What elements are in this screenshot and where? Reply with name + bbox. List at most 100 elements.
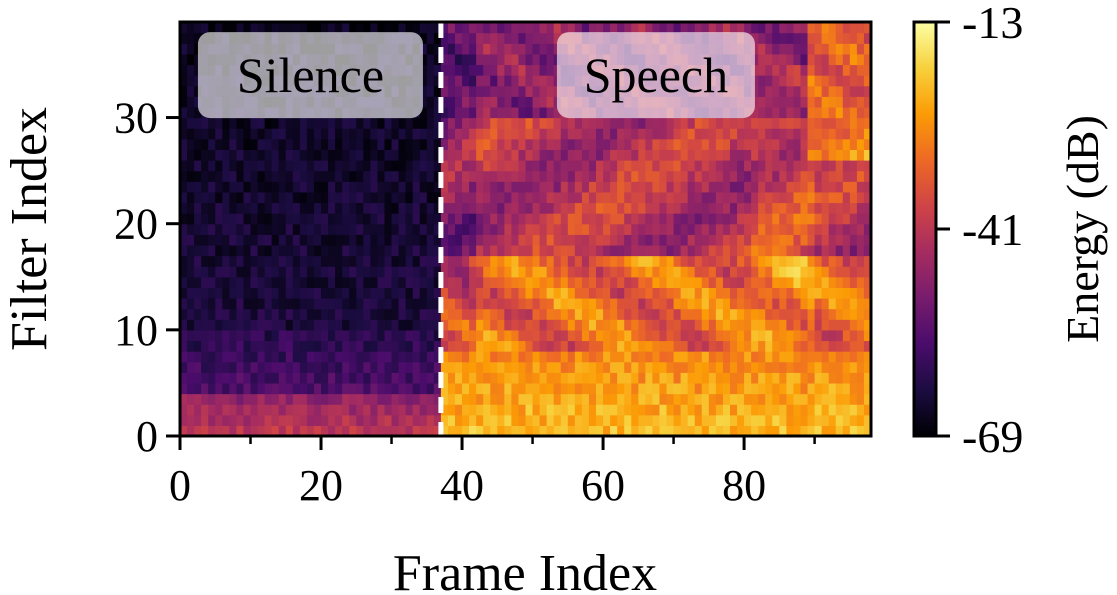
heatmap-cell (645, 117, 654, 129)
heatmap-cell (321, 276, 329, 288)
heatmap-cell (285, 128, 294, 140)
heatmap-cell (469, 170, 477, 182)
heatmap-cell (504, 404, 512, 416)
heatmap-cell (737, 276, 745, 288)
heatmap-cell (680, 234, 689, 246)
heatmap-cell (638, 425, 646, 436)
heatmap-cell (454, 244, 463, 257)
heatmap-cell (610, 340, 618, 352)
heatmap-cell (624, 213, 632, 225)
heatmap-cell (398, 138, 407, 150)
heatmap-cell (553, 149, 562, 161)
heatmap-cell (342, 117, 350, 129)
heatmap-cell (863, 96, 871, 108)
heatmap-cell (835, 181, 844, 193)
heatmap-cell (800, 223, 809, 235)
heatmap-cell (440, 53, 449, 66)
heatmap-cell (250, 351, 259, 363)
heatmap-cell (285, 276, 294, 288)
heatmap-cell (426, 361, 435, 373)
heatmap-cell (588, 329, 597, 342)
heatmap-cell (539, 276, 548, 288)
heatmap-cell (737, 298, 745, 310)
heatmap-cell (208, 149, 216, 161)
heatmap-cell (412, 351, 421, 363)
heatmap-cell (257, 22, 266, 34)
heatmap-cell (863, 213, 871, 225)
heatmap-cell (257, 287, 266, 299)
heatmap-cell (673, 361, 682, 373)
heatmap-cell (370, 255, 379, 267)
heatmap-cell (426, 106, 435, 119)
heatmap-cell (800, 244, 809, 257)
heatmap-cell (384, 160, 393, 172)
heatmap-cell (321, 255, 329, 267)
heatmap-cell (835, 64, 844, 76)
heatmap-cell (624, 393, 632, 405)
heatmap-cell (680, 244, 689, 257)
heatmap-cell (321, 361, 329, 373)
heatmap-cell (391, 404, 400, 416)
heatmap-cell (497, 234, 505, 246)
heatmap-cell (814, 117, 823, 129)
heatmap-cell (828, 202, 837, 214)
heatmap-cell (469, 351, 477, 363)
heatmap-cell (349, 234, 357, 246)
heatmap-cell (250, 414, 259, 426)
heatmap-cell (786, 96, 795, 108)
heatmap-cell (257, 308, 266, 320)
heatmap-cell (617, 361, 625, 373)
heatmap-cell (504, 414, 512, 426)
heatmap-cell (370, 276, 379, 288)
heatmap-cell (187, 340, 195, 352)
heatmap-cell (306, 149, 315, 161)
heatmap-cell (786, 117, 795, 129)
heatmap-cell (666, 244, 675, 257)
heatmap-cell (532, 202, 541, 214)
heatmap-cell (384, 149, 393, 161)
heatmap-cell (581, 276, 590, 288)
heatmap-cell (497, 138, 505, 150)
heatmap-cell (447, 329, 456, 342)
heatmap-cell (659, 298, 668, 310)
heatmap-cell (222, 319, 230, 331)
heatmap-cell (447, 298, 456, 310)
heatmap-cell (603, 181, 611, 193)
heatmap-cell (666, 138, 675, 150)
heatmap-cell (849, 244, 858, 257)
heatmap-cell (236, 361, 245, 373)
heatmap-cell (546, 287, 555, 299)
heatmap-cell (666, 181, 675, 193)
heatmap-cell (518, 414, 527, 426)
heatmap-cell (476, 425, 484, 436)
heatmap-cell (504, 382, 512, 395)
heatmap-cell (335, 22, 343, 34)
heatmap-cell (180, 213, 188, 225)
heatmap-cell (299, 266, 308, 278)
heatmap-cell (758, 372, 766, 384)
heatmap-cell (793, 234, 802, 246)
heatmap-cell (560, 287, 569, 299)
heatmap-cell (412, 170, 421, 182)
heatmap-cell (363, 329, 371, 342)
heatmap-cell (292, 319, 301, 331)
heatmap-cell (532, 64, 541, 76)
heatmap-cell (828, 117, 837, 129)
heatmap-cell (335, 244, 343, 257)
heatmap-cell (391, 351, 400, 363)
heatmap-cell (617, 319, 625, 331)
heatmap-cell (398, 319, 407, 331)
heatmap-cell (292, 170, 301, 182)
heatmap-cell (292, 191, 301, 204)
heatmap-cell (490, 106, 498, 119)
heatmap-cell (208, 22, 216, 34)
heatmap-cell (384, 128, 393, 140)
heatmap-cell (603, 382, 611, 395)
heatmap-cell (342, 287, 350, 299)
heatmap-cell (758, 106, 766, 119)
heatmap-cell (518, 372, 527, 384)
heatmap-cell (321, 191, 329, 204)
heatmap-cell (208, 223, 216, 235)
heatmap-cell (469, 425, 477, 436)
heatmap-cell (737, 340, 745, 352)
